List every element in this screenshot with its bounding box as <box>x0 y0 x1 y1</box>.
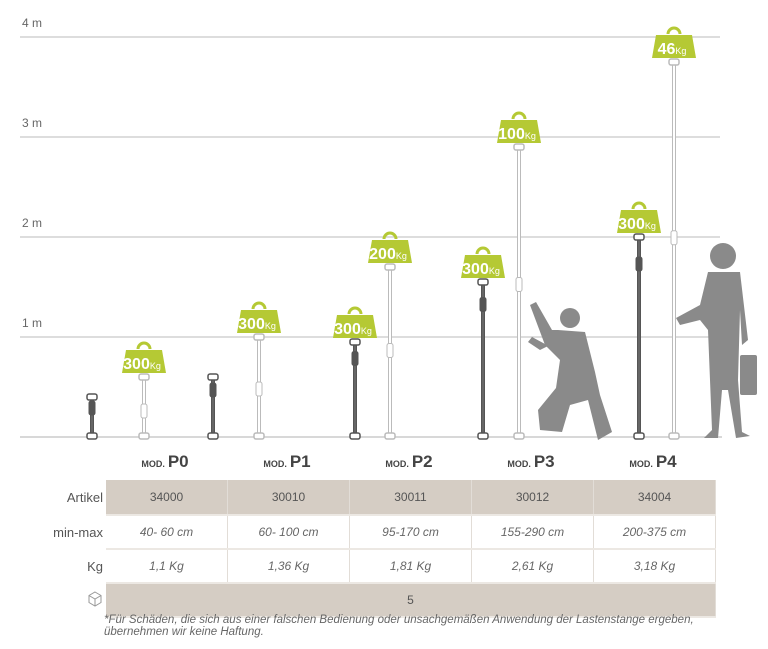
table-cell: 34004 <box>593 480 716 516</box>
pole-min <box>633 233 645 440</box>
table-cell: 3,18 Kg <box>593 549 716 584</box>
pole-max <box>668 58 680 440</box>
load-capacity-badge: 300Kg <box>237 301 281 333</box>
svg-text:46Kg: 46Kg <box>658 41 687 58</box>
model-label: MOD. P4 <box>629 452 677 471</box>
table-row: Artikel 34000 30010 30011 30012 34004 <box>40 480 716 516</box>
kneeling-worker-silhouette <box>528 302 612 440</box>
row-label: Artikel <box>40 480 106 515</box>
pole-max <box>253 333 265 440</box>
table-cell: 95-170 cm <box>349 515 472 550</box>
load-capacity-badge: 300Kg <box>333 306 377 338</box>
pole-max <box>384 263 396 440</box>
row-label: Kg <box>40 549 106 583</box>
pole-min <box>207 373 219 440</box>
table-cell: 40- 60 cm <box>106 515 228 550</box>
disclaimer-footnote: *Für Schäden, die sich aus einer falsche… <box>104 614 694 638</box>
table-cell: 30011 <box>349 480 472 516</box>
table-cell: 1,81 Kg <box>349 549 472 584</box>
package-quantity: 5 <box>106 583 716 618</box>
table-cell: 34000 <box>106 480 228 516</box>
table-row: min-max 40- 60 cm 60- 100 cm 95-170 cm 155-2… <box>40 515 716 550</box>
table-cell: 30012 <box>471 480 594 516</box>
svg-text:300Kg: 300Kg <box>123 356 161 373</box>
spec-table: Artikel 34000 30010 30011 30012 34004 min-max 4… <box>40 480 716 618</box>
svg-text:100Kg: 100Kg <box>498 126 536 143</box>
y-tick-label: 2 m <box>22 216 42 230</box>
pole-max <box>513 143 525 440</box>
model-label: MOD. P0 <box>141 452 189 471</box>
pole-min <box>86 393 98 440</box>
table-cell: 200-375 cm <box>593 515 716 550</box>
load-capacity-badge: 300Kg <box>461 246 505 278</box>
load-capacity-badge: 300Kg <box>617 201 661 233</box>
model-label: MOD. P2 <box>385 452 433 471</box>
model-label: MOD. P1 <box>263 452 311 471</box>
pole-max <box>138 373 150 440</box>
y-tick-label: 1 m <box>22 316 42 330</box>
load-capacity-badge: 46Kg <box>652 26 696 58</box>
svg-text:300Kg: 300Kg <box>462 261 500 278</box>
y-tick-label: 3 m <box>22 116 42 130</box>
height-chart: 1 m 2 m 3 m 4 m 300Kg 300Kg 300Kg 200Kg 300Kg 10… <box>20 16 757 440</box>
table-cell: 30010 <box>227 480 350 516</box>
load-capacity-badge: 100Kg <box>497 111 541 143</box>
svg-text:200Kg: 200Kg <box>369 246 407 263</box>
row-label: min-max <box>40 515 106 549</box>
package-row: 5 <box>40 583 716 618</box>
box-icon <box>40 583 106 617</box>
svg-text:300Kg: 300Kg <box>618 216 656 233</box>
standing-worker-silhouette <box>676 243 757 438</box>
pole-min <box>349 338 361 440</box>
load-capacity-badge: 200Kg <box>368 231 412 263</box>
pole-min <box>477 278 489 440</box>
table-row: Kg 1,1 Kg 1,36 Kg 1,81 Kg 2,61 Kg 3,18 Kg <box>40 549 716 584</box>
svg-text:300Kg: 300Kg <box>238 316 276 333</box>
svg-text:300Kg: 300Kg <box>334 321 372 338</box>
model-label: MOD. P3 <box>507 452 555 471</box>
table-cell: 2,61 Kg <box>471 549 594 584</box>
table-cell: 60- 100 cm <box>227 515 350 550</box>
table-cell: 155-290 cm <box>471 515 594 550</box>
table-cell: 1,36 Kg <box>227 549 350 584</box>
table-cell: 1,1 Kg <box>106 549 228 584</box>
y-tick-label: 4 m <box>22 16 42 30</box>
load-capacity-badge: 300Kg <box>122 341 166 373</box>
